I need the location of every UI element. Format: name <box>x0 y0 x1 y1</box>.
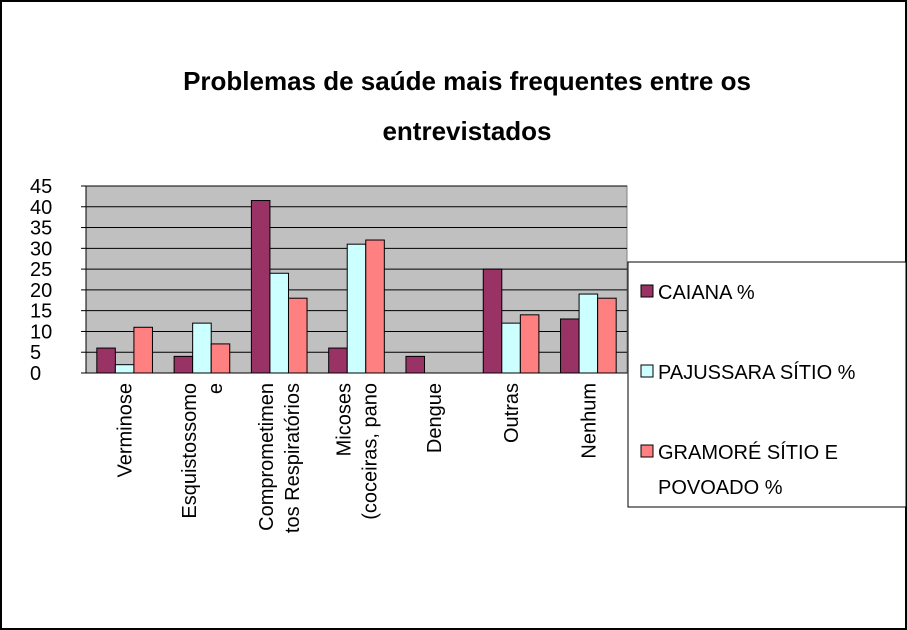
bar <box>405 355 426 374</box>
bar <box>250 200 271 374</box>
legend <box>627 261 907 508</box>
legend-swatch <box>640 284 654 298</box>
y-tick-label: 20 <box>30 280 52 302</box>
legend-swatch <box>640 364 654 378</box>
x-tick-label: Dengue <box>424 383 446 453</box>
y-tick-label: 10 <box>30 321 52 343</box>
x-tick-label: Esquistossomo e <box>179 383 227 519</box>
x-tick-label: Comprometimen tos Respiratórios <box>256 383 304 533</box>
bar <box>365 239 385 374</box>
bar <box>328 347 348 374</box>
chart-title: Problemas de saúde mais frequentes entre… <box>183 66 751 146</box>
bar <box>210 343 231 374</box>
legend-label: GRAMORÉ SÍTIO E POVOADO % <box>658 441 838 499</box>
bar <box>482 268 503 374</box>
bar <box>269 272 289 374</box>
y-tick-label: 45 <box>30 176 52 198</box>
y-tick-label: 35 <box>30 218 52 240</box>
bar <box>501 322 521 374</box>
x-tick-label: Micoses (coceiras, pano <box>334 383 382 520</box>
x-tick-label: Verminose <box>115 383 137 478</box>
legend-swatch <box>640 444 654 458</box>
bar <box>597 297 617 374</box>
bar <box>346 243 367 374</box>
y-tick-label: 5 <box>30 342 41 364</box>
x-tick-label: Outras <box>501 383 523 443</box>
bar <box>133 326 153 374</box>
bar <box>560 318 580 374</box>
y-tick-label: 25 <box>30 259 52 281</box>
bar <box>96 347 116 374</box>
bar <box>192 322 212 374</box>
y-tick-label: 30 <box>30 238 52 260</box>
y-tick-label: 40 <box>30 197 52 219</box>
y-tick-label: 15 <box>30 301 52 323</box>
bar <box>578 293 599 374</box>
bar <box>114 364 135 374</box>
legend-label: CAIANA % <box>658 282 755 304</box>
bar <box>173 355 194 374</box>
y-tick-label: 0 <box>30 363 41 385</box>
bar <box>519 314 540 374</box>
bar <box>287 297 308 374</box>
legend-label: PAJUSSARA SÍTIO % <box>658 361 856 384</box>
x-tick-label: Nenhum <box>578 383 600 459</box>
